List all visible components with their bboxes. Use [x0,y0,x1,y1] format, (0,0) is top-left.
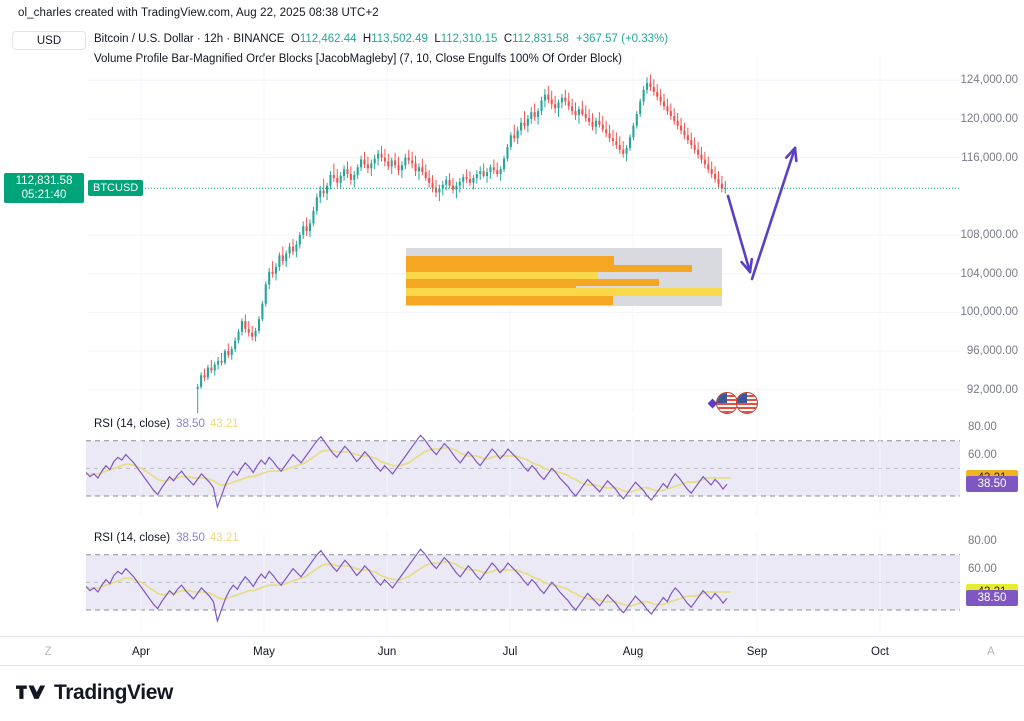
rsi-value-2: 38.50 [176,532,205,544]
rsi-pane-2: RSI (14, close) 38.50 43.21 80.00 60.00 43.2… [0,530,1024,632]
time-axis-label: Aug [622,646,644,658]
price-axis-label: 108,000.00 [960,229,1018,241]
legend-symbol-row[interactable]: Bitcoin / U.S. Dollar · 12h · BINANCE O1… [94,33,669,45]
price-pane: 124,000.00 120,000.00 116,000.00 108,000.00… [0,56,1024,414]
legend-change: +367.57 (+0.33%) [576,33,669,45]
price-axis-label: 100,000.00 [960,306,1018,319]
time-axis-label: Oct [871,646,889,658]
time-axis-label: Apr [132,646,150,658]
time-axis-label: Jul [502,646,518,658]
rsi-value-1: 38.50 [176,418,205,430]
tradingview-logo-icon [16,685,46,699]
time-axis-label: A [987,646,995,658]
legend-close-value: 112,831.58 [512,33,569,45]
price-chart-canvas[interactable] [0,56,1024,414]
time-axis-label: Sep [746,646,768,658]
legend-exchange: BINANCE [233,33,285,45]
current-price-badge[interactable]: 112,831.58 05:21:40 [4,173,84,204]
legend-indicator[interactable]: Volume Profile Bar-Magnified Order Block… [94,53,622,65]
legend-low-key: L [434,33,441,45]
time-axis-label: May [253,646,275,658]
time-axis-label: Z [44,646,52,658]
legend-symbol: Bitcoin / U.S. Dollar [94,33,194,45]
rsi-axis-label: 80.00 [968,421,997,434]
legend-high-value: 113,502.49 [371,33,428,45]
rsi-chart-canvas-2[interactable] [0,530,1024,632]
ticker-badge[interactable]: BTCUSD [88,180,144,197]
legend-high-key: H [362,33,372,45]
attribution-text: ol_charles created with TradingView.com,… [18,7,379,19]
chart-legend: Bitcoin / U.S. Dollar · 12h · BINANCE O1… [94,31,668,67]
price-axis-label: 124,000.00 [960,74,1018,87]
current-price-value: 112,831.58 [15,175,73,188]
rsi-legend-1[interactable]: RSI (14, close) 38.50 43.21 [94,418,239,430]
legend-close-key: C [503,33,513,45]
rsi-value-badge[interactable]: 38.50 [966,476,1018,493]
rsi-legend-2[interactable]: RSI (14, close) 38.50 43.21 [94,532,239,544]
price-axis-label: 96,000.00 [966,345,1018,358]
currency-badge[interactable]: USD [12,31,86,50]
rsi-pane-1: RSI (14, close) 38.50 43.21 80.00 60.00 43.2… [0,416,1024,518]
price-axis-label: 104,000.00 [960,267,1018,280]
legend-low-value: 112,310.15 [440,33,498,45]
legend-open-key: O [290,33,300,45]
time-axis-label: Jun [377,646,397,658]
rsi-value-badge[interactable]: 38.50 [966,590,1018,607]
rsi-ma-value-1: 43.21 [209,418,239,430]
rsi-chart-canvas-1[interactable] [0,416,1024,518]
us-flag-event-icon[interactable] [736,392,758,414]
price-axis-label: 116,000.00 [961,151,1018,164]
rsi-legend-title-1: RSI (14, close) [94,418,171,430]
rsi-ma-value-2: 43.21 [209,532,239,544]
rsi-axis-label: 60.00 [968,562,997,575]
price-axis-label: 120,000.00 [960,112,1018,125]
bar-countdown: 05:21:40 [21,189,67,202]
us-flag-event-icon[interactable] [716,392,738,414]
tradingview-wordmark: TradingView [54,681,173,704]
rsi-axis-label: 80.00 [968,535,997,548]
rsi-legend-title-2: RSI (14, close) [94,532,171,544]
rsi-axis-label: 60.00 [968,448,997,461]
tradingview-footer: TradingView [16,681,173,705]
legend-open-value: 112,462.44 [299,33,357,45]
time-axis[interactable]: Z Apr May Jun Jul Aug Sep Oct A [0,636,1024,666]
price-axis-label: 92,000.00 [966,383,1018,396]
legend-interval: 12h [203,33,224,45]
